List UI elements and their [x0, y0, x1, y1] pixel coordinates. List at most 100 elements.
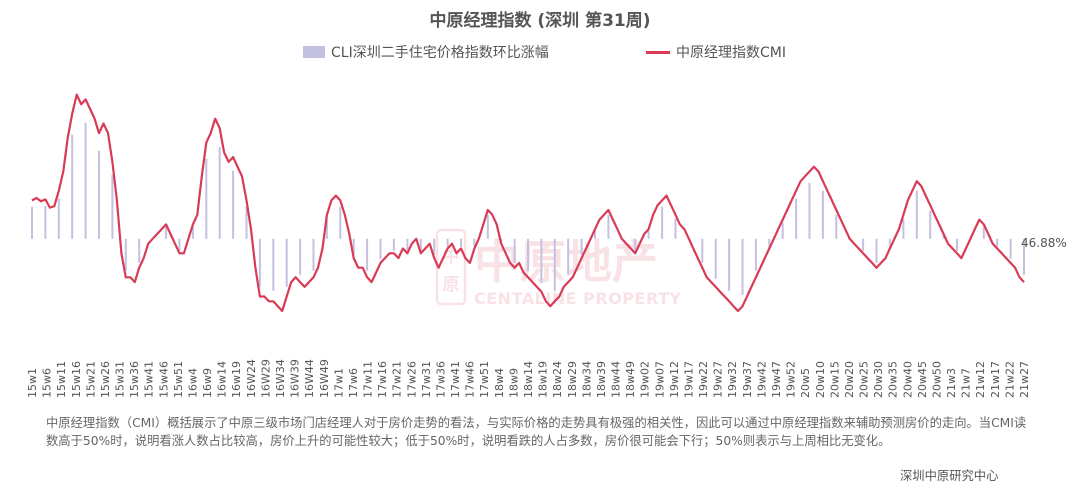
cli-bar: [580, 238, 583, 255]
cli-bar: [567, 238, 570, 275]
cli-bar: [929, 210, 932, 239]
x-axis-ticks: 15w1 15w6 15w11 15w16 15w21 15w26 15w31 15w36 15…: [26, 359, 1031, 398]
cli-bar: [84, 122, 87, 239]
cli-bar: [982, 226, 985, 239]
cli-bar: [607, 214, 610, 239]
cli-bar: [392, 238, 395, 251]
cli-bar: [942, 234, 945, 239]
cli-bar: [111, 174, 114, 239]
x-tick-label: 20w35: [887, 361, 900, 398]
x-tick-label: 17w41: [449, 361, 462, 398]
cli-bar: [661, 206, 664, 239]
cli-bar: [232, 170, 235, 239]
x-tick-label: 15w1: [26, 368, 39, 398]
x-tick-label: 20w25: [858, 361, 871, 398]
x-tick-label: 18w39: [595, 361, 608, 398]
x-tick-label: 21w22: [1003, 361, 1016, 398]
cli-bar: [460, 238, 462, 247]
cli-bar: [299, 238, 302, 275]
x-tick-label: 15w16: [70, 361, 83, 398]
x-tick-label: 20w15: [828, 361, 841, 398]
cli-bar: [1023, 238, 1025, 275]
cli-bar: [191, 226, 194, 239]
x-tick-label: 19w52: [785, 361, 798, 398]
watermark-seal-char-2: 原: [443, 275, 460, 295]
cli-bar: [406, 238, 409, 251]
x-tick-label: 19w12: [668, 361, 681, 398]
cmi-last-label: 46.88%: [1021, 236, 1067, 250]
cli-bar: [419, 238, 422, 251]
cli-bar: [366, 238, 369, 271]
x-tick-label: 21w12: [974, 361, 987, 398]
legend-bar-swatch: [303, 46, 325, 58]
x-tick-label: 21w27: [1018, 361, 1031, 398]
x-tick-label: 15w46: [157, 361, 170, 398]
x-tick-label: 20w50: [931, 361, 944, 398]
x-tick-label: 17w31: [420, 361, 433, 398]
cli-bar: [433, 238, 436, 255]
x-tick-label: 17w16: [376, 361, 389, 398]
cli-bar: [1009, 238, 1012, 259]
watermark: 中 原 中原地产 CENTALINE PROPERTY: [435, 228, 681, 308]
cli-bar: [285, 238, 288, 287]
x-tick-label: 15w6: [41, 368, 54, 398]
source-note: 深圳中原研究中心: [900, 469, 999, 483]
x-tick-label: 16W49: [318, 359, 331, 398]
x-tick-label: 20w20: [843, 361, 856, 398]
cli-bar: [888, 238, 891, 247]
cli-bars: [31, 122, 1025, 295]
cli-bar: [44, 206, 47, 239]
cli-bar: [714, 238, 717, 279]
legend-line-swatch: [646, 50, 670, 54]
cli-bar: [98, 150, 100, 239]
x-tick-label: 16W24: [245, 359, 258, 398]
cli-bar: [808, 182, 811, 239]
x-tick-label: 20w45: [916, 361, 929, 398]
cli-bar: [245, 206, 248, 239]
cli-bar: [446, 238, 449, 247]
x-tick-label: 15w26: [99, 361, 112, 398]
x-tick-label: 15w36: [128, 361, 141, 398]
cli-bar: [352, 238, 355, 255]
cli-bar: [754, 238, 757, 271]
x-tick-label: 17w51: [478, 361, 491, 398]
cli-bar: [915, 190, 918, 239]
cli-bar: [272, 238, 275, 291]
x-tick-label: 18w44: [610, 361, 623, 398]
x-tick-label: 19w27: [712, 361, 725, 398]
x-tick-label: 19w37: [741, 361, 754, 398]
x-tick-label: 20w40: [901, 361, 914, 398]
x-tick-label: 17w6: [347, 368, 360, 398]
x-tick-label: 19w47: [770, 361, 783, 398]
cli-bar: [795, 198, 798, 239]
cli-bar: [996, 238, 999, 247]
x-tick-label: 20w5: [799, 368, 812, 398]
cli-bar: [647, 230, 650, 239]
x-tick-label: 16W44: [303, 359, 316, 398]
x-tick-label: 17w21: [391, 361, 404, 398]
cli-bar: [728, 238, 731, 291]
x-tick-label: 15w11: [55, 361, 68, 398]
legend: CLI深圳二手住宅价格指数环比涨幅 中原经理指数CMI: [0, 42, 1080, 62]
x-tick-label: 17w11: [362, 361, 375, 398]
x-tick-label: 15w21: [84, 361, 97, 398]
x-tick-label: 18w49: [624, 361, 637, 398]
cli-bar: [31, 206, 33, 239]
watermark-seal-frame: [435, 228, 467, 306]
cli-bar: [701, 238, 704, 263]
cli-bar: [553, 238, 556, 291]
cli-bar: [312, 238, 315, 271]
cmi-line: [31, 93, 1025, 313]
cli-bar: [781, 222, 784, 239]
legend-label-cmi: 中原经理指数CMI: [676, 45, 786, 61]
cli-bar: [835, 214, 838, 239]
x-tick-label: 21w7: [960, 368, 973, 398]
x-tick-label: 15w41: [143, 361, 156, 398]
x-tick-label: 16W39: [289, 359, 302, 398]
x-tick-label: 17w26: [405, 361, 418, 398]
x-tick-label: 16w9: [201, 368, 214, 398]
x-tick-label: 18w4: [493, 368, 506, 398]
x-tick-label: 16W34: [274, 359, 287, 398]
cli-bar: [138, 238, 141, 263]
x-tick-label: 19w32: [726, 361, 739, 398]
